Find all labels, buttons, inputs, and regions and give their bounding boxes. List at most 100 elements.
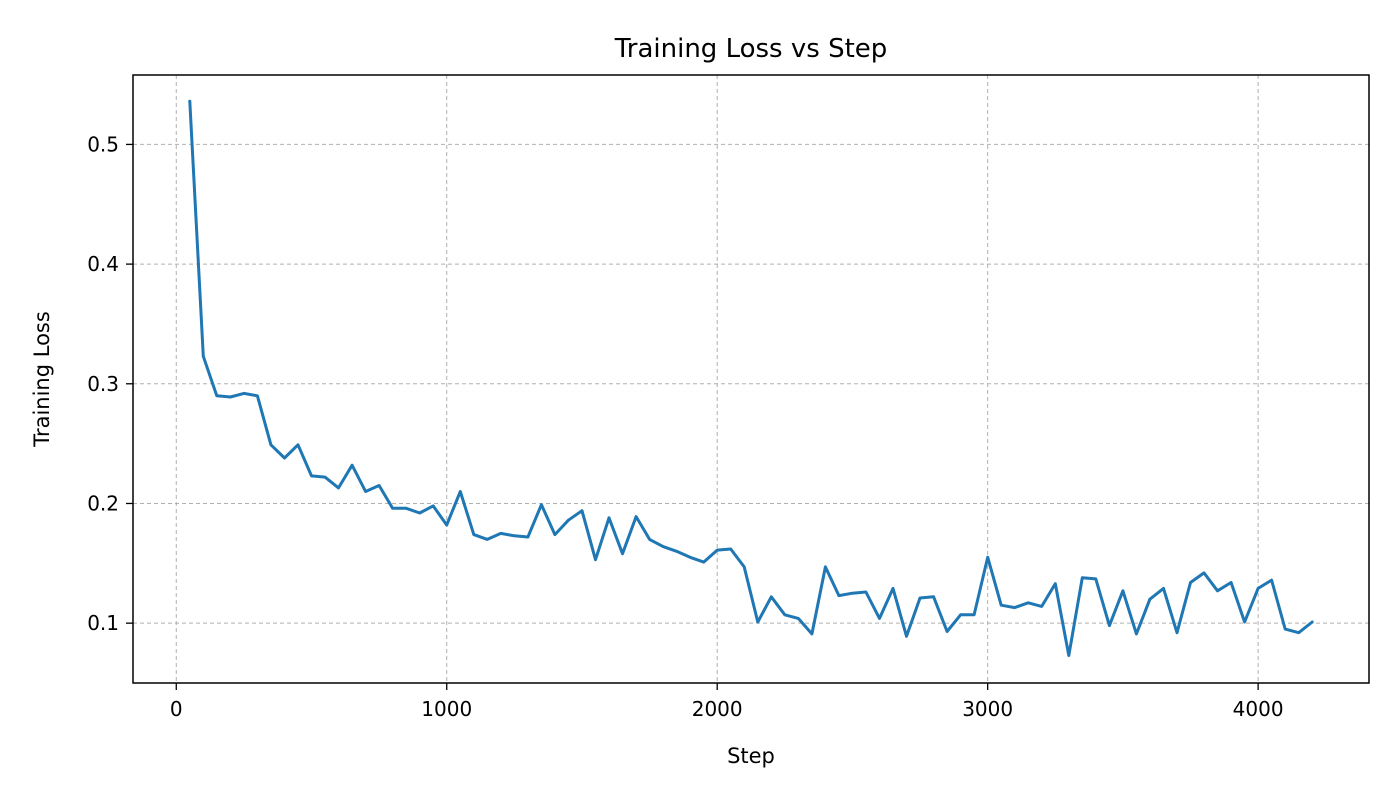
x-tick-label: 0: [170, 697, 183, 721]
training-loss-line: [188, 99, 1314, 657]
data-point: [972, 613, 976, 616]
data-point: [905, 635, 908, 638]
data-point: [1175, 631, 1179, 634]
data-point: [1243, 620, 1246, 624]
data-point: [986, 556, 989, 559]
data-point: [675, 550, 678, 553]
data-point: [459, 490, 462, 493]
data-point: [1027, 601, 1030, 604]
data-point: [1270, 578, 1273, 582]
data-point: [513, 534, 516, 537]
data-point: [350, 464, 354, 467]
data-point: [1297, 631, 1300, 634]
data-point: [432, 504, 435, 508]
data-point: [891, 587, 895, 590]
x-tick-label: 3000: [962, 697, 1013, 721]
data-point: [499, 532, 502, 535]
data-point: [1108, 624, 1111, 627]
data-point: [405, 507, 408, 510]
data-point: [1135, 632, 1138, 636]
data-point: [580, 509, 584, 512]
data-point: [1013, 606, 1016, 609]
data-point: [1284, 627, 1287, 631]
data-point: [256, 394, 259, 397]
y-tick-label: 0.2: [87, 491, 119, 515]
data-point: [1081, 576, 1084, 579]
plot-frame: [132, 74, 1370, 684]
series-layer: [188, 99, 1314, 657]
data-point: [932, 595, 935, 598]
data-point: [1189, 581, 1192, 584]
data-point: [1000, 604, 1003, 607]
data-point: [716, 548, 719, 552]
data-point: [783, 613, 786, 616]
data-point: [1067, 654, 1071, 657]
data-point: [797, 617, 800, 620]
y-axis: 0.1 0.2 0.3 0.4 0.5: [87, 132, 133, 635]
data-point: [756, 620, 759, 624]
data-point: [242, 392, 246, 395]
data-point: [283, 456, 286, 460]
data-point: [188, 100, 191, 103]
data-point: [229, 395, 232, 399]
data-point: [743, 565, 746, 569]
data-point: [377, 484, 381, 487]
data-point: [918, 596, 922, 600]
data-point: [770, 595, 773, 598]
data-point: [688, 556, 692, 559]
data-point: [1229, 581, 1233, 584]
data-point: [540, 503, 543, 506]
data-point: [824, 565, 827, 569]
y-tick-label: 0.4: [87, 252, 119, 276]
data-point: [1040, 605, 1043, 608]
data-point: [391, 507, 394, 510]
data-point: [810, 632, 814, 636]
data-point: [1311, 620, 1314, 624]
data-point: [296, 443, 300, 446]
data-point: [1216, 589, 1219, 592]
x-axis: 0 1000 2000 3000 4000: [170, 683, 1284, 721]
data-point: [202, 355, 205, 358]
data-point: [661, 545, 665, 548]
data-point: [486, 538, 489, 541]
y-tick-label: 0.5: [87, 132, 119, 156]
data-point: [1054, 582, 1057, 585]
data-point: [1256, 587, 1260, 590]
data-point: [837, 594, 841, 597]
x-tick-label: 1000: [421, 697, 472, 721]
data-point: [1162, 587, 1165, 590]
data-point: [323, 475, 327, 479]
data-point: [310, 474, 313, 478]
data-point: [648, 538, 651, 541]
data-point: [526, 535, 530, 539]
data-point: [215, 394, 218, 397]
y-tick-label: 0.3: [87, 372, 119, 396]
data-point: [607, 516, 611, 519]
data-point: [269, 443, 273, 446]
data-point: [553, 533, 557, 536]
data-point: [945, 630, 949, 633]
data-point: [702, 560, 705, 564]
data-point: [621, 552, 624, 555]
data-point: [418, 511, 421, 515]
data-point: [634, 515, 638, 518]
data-point: [1121, 589, 1125, 592]
data-point: [337, 486, 340, 490]
grid: [133, 75, 1369, 683]
y-axis-label: Training Loss: [30, 311, 54, 448]
data-point: [594, 558, 597, 561]
data-point: [851, 592, 854, 595]
x-axis-label: Step: [727, 744, 775, 768]
y-tick-label: 0.1: [87, 611, 119, 635]
data-point: [472, 533, 475, 536]
data-point: [729, 547, 732, 551]
chart-title: Training Loss vs Step: [614, 34, 888, 64]
x-tick-label: 4000: [1233, 697, 1284, 721]
data-point: [1202, 571, 1206, 575]
data-point: [567, 519, 570, 522]
data-point: [445, 523, 448, 527]
data-point: [364, 490, 367, 493]
data-point: [878, 617, 881, 620]
data-point: [959, 613, 962, 616]
